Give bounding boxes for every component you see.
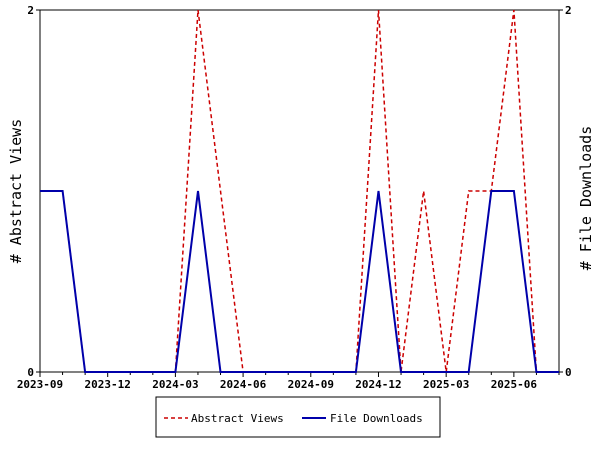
legend-label-file-downloads: File Downloads xyxy=(330,412,423,425)
legend-box xyxy=(155,396,441,438)
series-layer xyxy=(40,9,559,373)
x-tick-label: 2023-12 xyxy=(85,378,131,391)
series-line-abstract-views xyxy=(40,9,559,373)
x-tick-label: 2025-06 xyxy=(491,378,538,391)
y-axis-ticks: 0 0 2 2 xyxy=(27,4,571,379)
y-left-tick-label: 0 xyxy=(27,366,34,379)
y-right-tick-label: 2 xyxy=(565,4,572,17)
plot-frame xyxy=(39,9,560,373)
x-tick-label: 2024-09 xyxy=(288,378,334,391)
series-line-file-downloads xyxy=(40,190,559,373)
y-left-axis-title: # Abstract Views xyxy=(7,119,25,264)
y-left-tick-label: 2 xyxy=(27,4,34,17)
x-tick-label: 2024-12 xyxy=(355,378,401,391)
x-tick-label: 2024-06 xyxy=(220,378,267,391)
x-axis-ticks: 2023-09 2023-12 2024-03 2024-06 2024-09 2024-… xyxy=(17,372,560,391)
legend: Abstract Views File Downloads xyxy=(155,396,441,438)
y-right-axis-title: # File Downloads xyxy=(577,126,595,271)
legend-label-abstract-views: Abstract Views xyxy=(191,412,284,425)
y-right-tick-label: 0 xyxy=(565,366,572,379)
x-tick-label: 2023-09 xyxy=(17,378,63,391)
x-tick-label: 2025-03 xyxy=(423,378,469,391)
x-tick-label: 2024-03 xyxy=(152,378,198,391)
